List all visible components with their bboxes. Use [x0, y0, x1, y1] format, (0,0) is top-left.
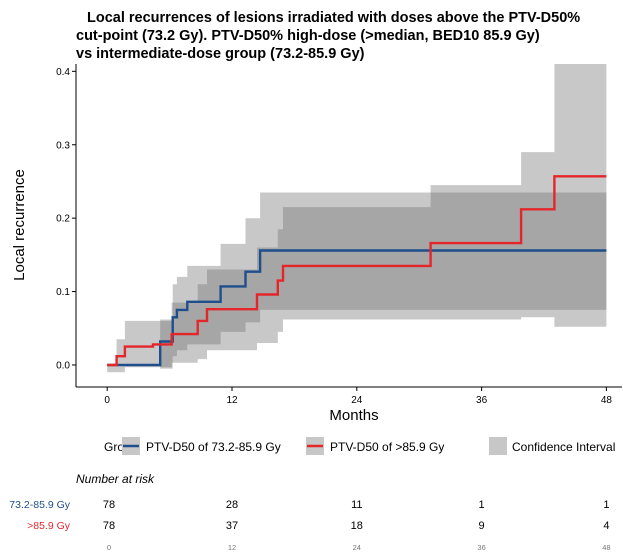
risk-count-85-9-gy-36: 9 — [479, 520, 485, 532]
x-tick-label-24: 24 — [351, 395, 363, 406]
ci-band-2 — [107, 64, 607, 373]
x-axis-title: Months — [329, 407, 378, 424]
y-axis-title: Local recurrence — [11, 169, 28, 281]
x-tick-label-12: 12 — [226, 395, 238, 406]
risk-time-label-24: 24 — [353, 543, 361, 552]
risk-time-label-12: 12 — [228, 543, 236, 552]
legend: Group: PTV-D50 of 73.2-85.9 Gy PTV-D50 o… — [104, 437, 615, 455]
risk-table-time-labels: 0 12 24 36 48 — [107, 543, 611, 552]
risk-row-label-85-9-gy: >85.9 Gy — [27, 520, 71, 532]
risk-time-label-48: 48 — [602, 543, 610, 552]
risk-table-title: Number at risk — [76, 472, 155, 486]
y-tick-label-3: 0.3 — [56, 140, 70, 151]
risk-row-label-73-2-85-9-gy: 73.2-85.9 Gy — [9, 499, 70, 511]
plot-area: 0 12 24 36 48 0.0 0.1 0.2 0.3 0.4 — [56, 64, 622, 406]
risk-count-73-2-85-9-gy-0: 78 — [103, 499, 115, 511]
legend-key-confidence-interval — [489, 437, 507, 455]
risk-time-label-0: 0 — [107, 543, 111, 552]
risk-count-73-2-85-9-gy-24: 11 — [351, 499, 362, 511]
series-line-2 — [107, 175, 607, 367]
x-ticks: 0 12 24 36 48 — [104, 387, 612, 406]
chart-title-line-1: Local recurrences of lesions irradiated … — [87, 10, 580, 26]
x-tick-label-48: 48 — [601, 395, 613, 406]
ci-band-1 — [107, 192, 607, 369]
risk-count-73-2-85-9-gy-12: 28 — [226, 499, 238, 511]
chart-title-line-3: vs intermediate-dose group (73.2-85.9 Gy… — [76, 46, 365, 62]
risk-table-rows: 73.2-85.9 Gy 78 28 11 1 1>85.9 Gy 78 37 18 9 4 — [9, 499, 609, 532]
survival-curves — [107, 175, 607, 367]
legend-label-confidence-interval: Confidence Interval — [512, 440, 615, 454]
risk-time-label-36: 36 — [477, 543, 485, 552]
risk-count-73-2-85-9-gy-48: 1 — [603, 499, 609, 511]
legend-label-high-dose: PTV-D50 of >85.9 Gy — [330, 440, 444, 454]
risk-count-85-9-gy-0: 78 — [103, 520, 115, 532]
chart-title-line-2: cut-point (73.2 Gy). PTV-D50% high-dose … — [76, 28, 540, 44]
risk-count-85-9-gy-12: 37 — [226, 520, 238, 532]
series-line-1 — [107, 249, 607, 367]
y-tick-label-2: 0.2 — [56, 214, 70, 225]
y-tick-label-4: 0.4 — [56, 67, 70, 78]
y-ticks: 0.0 0.1 0.2 0.3 0.4 — [56, 67, 76, 371]
legend-label-intermediate-dose: PTV-D50 of 73.2-85.9 Gy — [146, 440, 281, 454]
y-tick-label-0: 0.0 — [56, 360, 70, 371]
x-tick-label-0: 0 — [104, 395, 110, 406]
risk-count-85-9-gy-24: 18 — [351, 520, 363, 532]
risk-count-73-2-85-9-gy-36: 1 — [479, 499, 485, 511]
risk-table: Number at risk 73.2-85.9 Gy 78 28 11 1 1>85.9… — [9, 472, 610, 552]
x-tick-label-36: 36 — [476, 395, 488, 406]
y-tick-label-1: 0.1 — [56, 287, 70, 298]
risk-count-85-9-gy-48: 4 — [603, 520, 609, 532]
confidence-bands — [107, 64, 607, 373]
